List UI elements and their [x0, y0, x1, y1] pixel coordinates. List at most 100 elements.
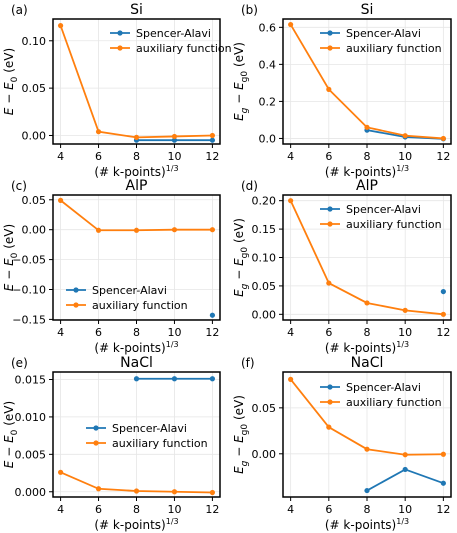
data-point — [364, 487, 370, 494]
panel-title: NaCl — [120, 355, 153, 371]
x-tick-label: 10 — [167, 503, 181, 516]
y-tick-label: 0.6 — [259, 21, 277, 34]
panel-label: (f) — [241, 356, 255, 370]
data-point — [440, 288, 446, 295]
panel-4: 4 6 8 10 12 0.000 0.005 0.010 0.015 NaCl (e) (# k-p… — [2, 355, 221, 532]
data-point — [440, 135, 446, 142]
y-tick-label: 0.15 — [252, 223, 277, 236]
data-point — [57, 469, 64, 475]
x-tick-label: 4 — [57, 326, 64, 339]
legend-marker — [73, 287, 79, 293]
legend-marker — [93, 425, 99, 431]
y-axis-label: Eg − Eg0 (eV) — [232, 218, 250, 297]
x-tick-label: 4 — [57, 503, 64, 516]
y-tick-label: 0.0 — [259, 132, 277, 145]
data-point — [364, 300, 370, 306]
x-tick-label: 12 — [205, 150, 219, 163]
legend-label: Spencer-Alavi — [136, 27, 211, 40]
x-tick-label: 6 — [325, 326, 332, 339]
x-tick-label: 4 — [57, 150, 64, 163]
panel-1: 4 6 8 10 12 0.0 0.2 0.4 0.6 Si (b) (# k-points)1/3 E… — [232, 2, 452, 179]
panel-5: 4 6 8 10 12 0.00 0.05 NaCl (f) (# k-points)1/3 Eg … — [232, 355, 452, 532]
x-tick-label: 6 — [325, 150, 332, 163]
x-tick-label: 10 — [167, 150, 181, 163]
y-tick-label: −0.15 — [12, 313, 46, 326]
x-tick-label: 12 — [436, 150, 450, 163]
y-tick-label: 0.00 — [252, 448, 277, 461]
y-axis-label: Eg − Eg0 (eV) — [232, 395, 250, 474]
x-tick-label: 10 — [398, 326, 412, 339]
panel-title: AlP — [356, 178, 378, 194]
x-tick-label: 8 — [133, 326, 140, 339]
data-point — [133, 134, 140, 140]
legend-label: Spencer-Alavi — [346, 381, 421, 394]
y-tick-label: 0.00 — [22, 224, 47, 237]
legend-label: auxiliary function — [346, 218, 442, 231]
data-point — [440, 451, 446, 457]
panel-label: (a) — [11, 3, 28, 17]
legend-marker — [117, 30, 123, 36]
legend-marker — [327, 206, 333, 212]
y-tick-label: 0.05 — [22, 194, 47, 207]
data-point — [171, 376, 178, 382]
y-tick-label: 0.05 — [22, 82, 47, 95]
data-point — [402, 307, 408, 313]
data-point — [364, 446, 370, 452]
x-axis-label: (# k-points)1/3 — [94, 340, 178, 355]
data-point — [95, 129, 102, 135]
y-tick-label: 0.4 — [259, 58, 277, 71]
y-tick-label: 0.20 — [252, 195, 277, 208]
data-point — [440, 480, 446, 486]
y-tick-label: −0.05 — [12, 254, 46, 267]
data-point — [57, 23, 64, 29]
panel-2: 4 6 8 10 12 −0.15 −0.10 −0.05 0.00 0.05 AlP (c) (# k… — [2, 178, 221, 355]
legend-label: auxiliary function — [136, 42, 232, 55]
legend-marker — [327, 45, 333, 51]
data-point — [402, 133, 408, 139]
legend-label: auxiliary function — [112, 437, 208, 450]
data-point — [402, 466, 408, 473]
data-point — [209, 489, 216, 496]
legend-marker — [327, 221, 333, 227]
data-point — [288, 198, 294, 204]
panel-label: (c) — [11, 179, 27, 193]
y-tick-label: 0.05 — [252, 402, 277, 415]
panel-label: (d) — [241, 179, 258, 193]
x-tick-label: 6 — [95, 326, 102, 339]
y-tick-label: 0.00 — [22, 129, 47, 142]
legend-label: auxiliary function — [346, 396, 442, 409]
data-point — [209, 376, 216, 382]
legend-label: Spencer-Alavi — [346, 27, 421, 40]
y-tick-label: 0.05 — [252, 280, 277, 293]
y-tick-label: 0.00 — [252, 308, 277, 321]
data-point — [133, 376, 140, 382]
x-tick-label: 4 — [287, 150, 294, 163]
data-point — [95, 227, 102, 233]
panel-title: Si — [130, 2, 143, 18]
x-axis-label: (# k-points)1/3 — [325, 164, 409, 179]
y-tick-label: 0.10 — [22, 35, 47, 48]
panel-label: (b) — [241, 3, 258, 17]
panel-title: NaCl — [351, 355, 384, 371]
y-axis-label: Eg − Eg0 (eV) — [232, 42, 250, 121]
data-point — [209, 137, 216, 143]
x-tick-label: 12 — [205, 326, 219, 339]
legend-label: Spencer-Alavi — [112, 422, 187, 435]
data-point — [95, 486, 102, 492]
data-point — [288, 21, 294, 28]
data-point — [171, 137, 178, 143]
y-tick-label: 0.000 — [15, 486, 47, 499]
data-point — [133, 227, 140, 233]
legend-label: Spencer-Alavi — [92, 284, 167, 297]
x-tick-label: 8 — [364, 326, 371, 339]
legend-marker — [117, 45, 123, 51]
y-tick-label: 0.10 — [252, 252, 277, 265]
y-axis-label: E − E0 (eV) — [2, 48, 20, 115]
y-tick-label: 0.015 — [15, 373, 47, 386]
legend-marker — [73, 302, 79, 308]
legend-label: auxiliary function — [92, 299, 188, 312]
x-tick-label: 10 — [167, 326, 181, 339]
x-tick-label: 8 — [364, 150, 371, 163]
x-tick-label: 6 — [95, 503, 102, 516]
